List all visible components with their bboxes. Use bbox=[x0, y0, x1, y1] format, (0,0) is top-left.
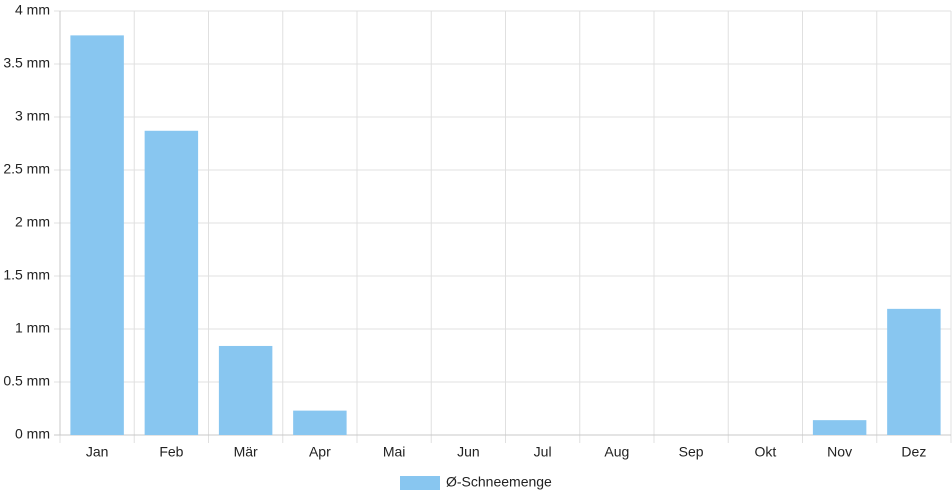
x-tick-label: Mai bbox=[383, 444, 406, 460]
bar bbox=[812, 420, 867, 435]
bar bbox=[144, 130, 199, 435]
x-tick-label: Feb bbox=[159, 444, 183, 460]
x-tick-label: Jun bbox=[457, 444, 480, 460]
bar bbox=[293, 410, 347, 435]
x-tick-label: Jul bbox=[534, 444, 552, 460]
legend-label: Ø-Schneemenge bbox=[446, 474, 552, 490]
y-tick-label: 1 mm bbox=[15, 320, 50, 336]
legend-swatch bbox=[400, 476, 440, 490]
x-tick-label: Nov bbox=[827, 444, 852, 460]
y-tick-label: 3.5 mm bbox=[3, 55, 50, 71]
bar bbox=[887, 308, 941, 435]
y-tick-label: 1.5 mm bbox=[3, 267, 50, 283]
bar bbox=[70, 35, 124, 435]
x-tick-label: Apr bbox=[309, 444, 331, 460]
y-tick-label: 2 mm bbox=[15, 214, 50, 230]
x-tick-label: Aug bbox=[604, 444, 629, 460]
y-tick-label: 2.5 mm bbox=[3, 161, 50, 177]
y-tick-label: 3 mm bbox=[15, 108, 50, 124]
x-tick-label: Dez bbox=[901, 444, 926, 460]
bar bbox=[218, 345, 273, 435]
x-tick-label: Sep bbox=[679, 444, 704, 460]
x-tick-label: Jan bbox=[86, 444, 109, 460]
y-tick-label: 4 mm bbox=[15, 2, 50, 18]
x-tick-label: Okt bbox=[754, 444, 776, 460]
x-tick-label: Mär bbox=[234, 444, 258, 460]
y-tick-label: 0 mm bbox=[15, 426, 50, 442]
y-tick-label: 0.5 mm bbox=[3, 373, 50, 389]
